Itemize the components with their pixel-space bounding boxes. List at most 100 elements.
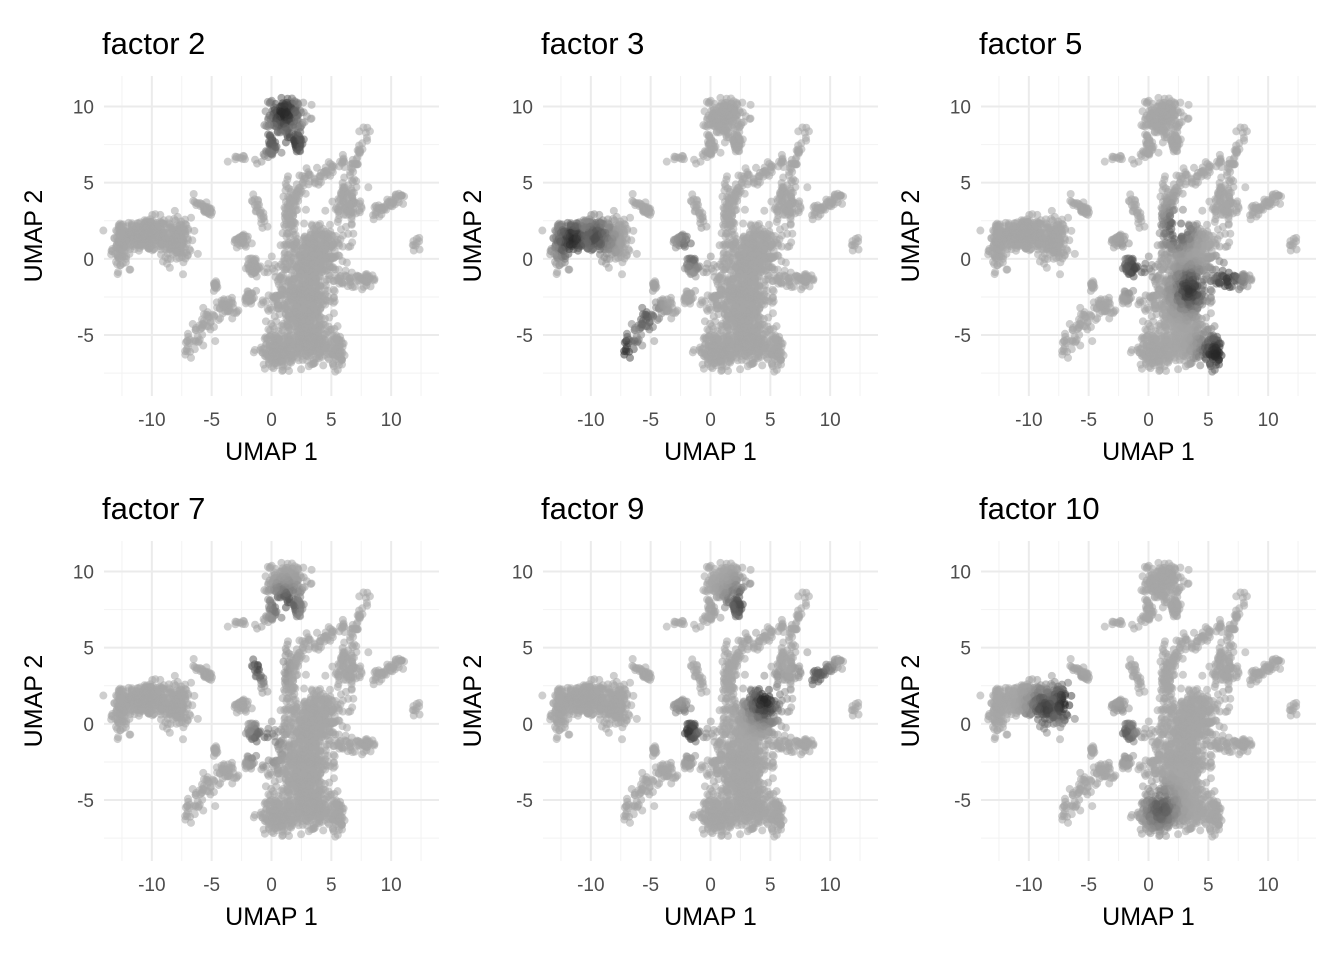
data-point [733, 273, 742, 282]
data-point [289, 136, 298, 145]
data-point [702, 334, 711, 343]
data-point [240, 155, 249, 164]
data-point [190, 345, 199, 354]
data-point [169, 234, 178, 243]
data-point [356, 148, 365, 157]
data-point [747, 336, 756, 345]
data-point [144, 238, 153, 247]
data-point [623, 226, 632, 235]
data-point [288, 285, 297, 294]
data-point [170, 206, 179, 215]
data-point [717, 326, 726, 335]
data-point [281, 222, 290, 231]
data-point [738, 98, 747, 107]
data-point [184, 226, 193, 235]
data-point [284, 337, 293, 346]
data-point [412, 234, 421, 243]
data-point [327, 252, 336, 261]
data-point [323, 167, 332, 176]
x-tick-label: 0 [266, 410, 277, 431]
data-point [300, 299, 309, 308]
data-point [783, 229, 792, 238]
data-point [233, 239, 242, 248]
data-point [280, 249, 289, 258]
data-point [326, 297, 335, 306]
data-point [704, 120, 713, 129]
data-point [357, 202, 366, 211]
data-point [331, 334, 340, 343]
data-point [308, 234, 317, 243]
data-point [736, 365, 745, 374]
data-point [290, 244, 299, 253]
data-point [281, 204, 290, 213]
data-point [291, 308, 300, 317]
data-point [299, 98, 308, 107]
data-point [126, 265, 135, 274]
data-point [190, 198, 199, 207]
data-point [735, 128, 744, 137]
x-tick-label: 5 [326, 410, 337, 431]
data-point [158, 239, 167, 248]
data-point [189, 189, 198, 198]
data-point [766, 252, 775, 261]
data-point [211, 281, 220, 290]
data-point [265, 111, 274, 120]
data-point [409, 246, 418, 255]
data-point [281, 179, 290, 188]
data-point [765, 220, 774, 229]
data-point [746, 360, 755, 369]
data-point [265, 120, 274, 129]
data-point [300, 219, 309, 228]
data-point [293, 331, 302, 340]
data-point [291, 107, 300, 116]
data-point [308, 336, 317, 345]
data-point [343, 193, 352, 202]
data-point [199, 303, 208, 312]
data-point [724, 366, 733, 375]
data-point [248, 197, 257, 206]
data-point [715, 260, 724, 269]
data-point [787, 238, 796, 247]
data-point [538, 226, 547, 235]
data-point [374, 201, 383, 210]
data-point [278, 276, 287, 285]
data-point [280, 350, 289, 359]
data-point [743, 324, 752, 333]
data-point [632, 249, 641, 258]
data-point [325, 313, 334, 322]
scatter-points [99, 93, 424, 376]
data-point [99, 226, 108, 235]
data-point [363, 272, 372, 281]
data-point [565, 265, 574, 274]
data-point [769, 287, 778, 296]
data-point [728, 136, 737, 145]
data-point [720, 302, 729, 311]
data-point [336, 157, 345, 166]
data-point [148, 210, 157, 219]
data-point [181, 254, 190, 263]
data-point [704, 111, 713, 120]
data-point [304, 324, 313, 333]
data-point [355, 127, 364, 136]
data-point [759, 257, 768, 266]
x-tick-label: -5 [203, 410, 220, 431]
data-point [187, 213, 196, 222]
data-point [577, 242, 586, 251]
data-point [338, 257, 347, 266]
data-point [365, 127, 374, 136]
data-point [727, 285, 736, 294]
data-point [344, 200, 353, 209]
data-point [290, 97, 299, 106]
data-point [133, 234, 142, 243]
data-point [232, 307, 241, 316]
data-point [271, 273, 280, 282]
data-point [758, 361, 767, 370]
data-point [316, 172, 325, 181]
data-point [168, 240, 177, 249]
data-point [709, 312, 718, 321]
data-point [700, 317, 709, 326]
data-point [259, 214, 268, 223]
data-point [323, 265, 332, 274]
data-point [289, 255, 298, 264]
